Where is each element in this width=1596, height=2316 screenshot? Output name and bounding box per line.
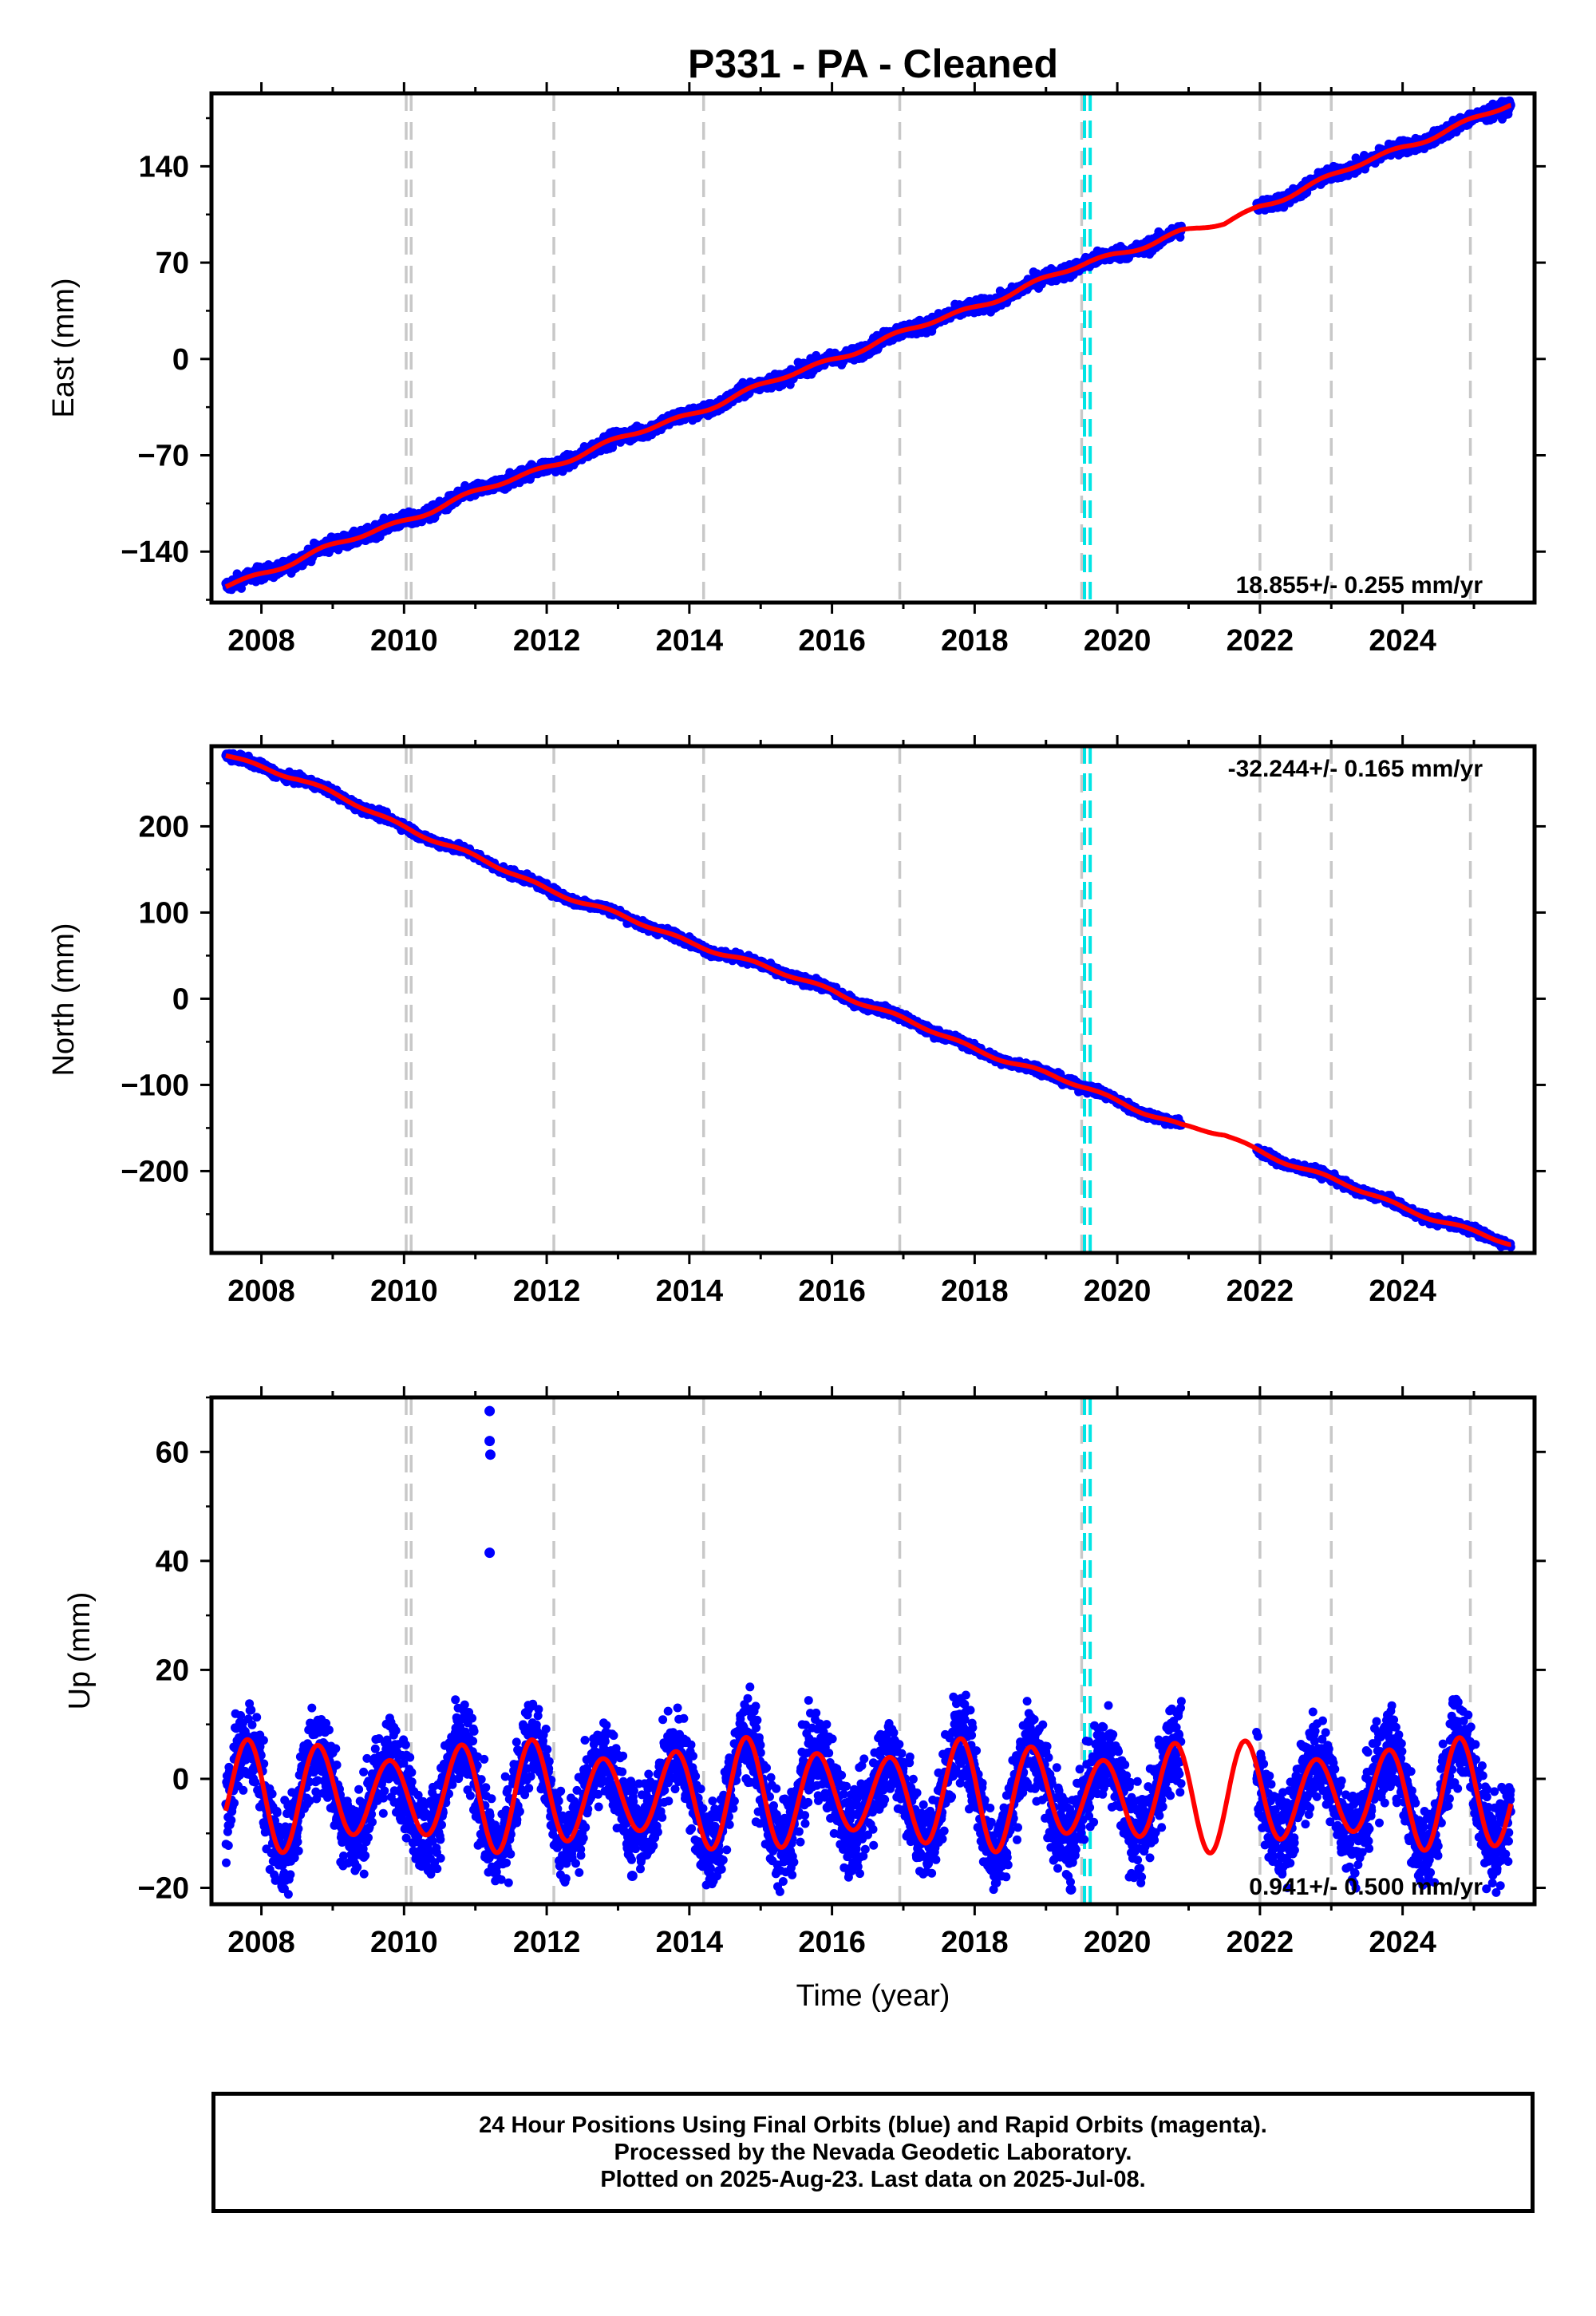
east-y-tick-label: 140 xyxy=(139,150,189,184)
east-frame xyxy=(209,91,1537,605)
east-model-fit-line xyxy=(224,103,1511,590)
east-x-tick-label: 2012 xyxy=(513,624,581,658)
east-rate-label: 18.855+/- 0.255 mm/yr xyxy=(1236,572,1483,599)
east-x-tick-label: 2022 xyxy=(1227,624,1294,658)
east-x-tick-label: 2024 xyxy=(1369,624,1436,658)
chart-title: P331 - PA - Cleaned xyxy=(688,41,1058,86)
east-x-tick-label: 2010 xyxy=(370,624,438,658)
east-x-tick-label: 2008 xyxy=(227,624,295,658)
east-y-tick-label: −140 xyxy=(120,536,189,569)
east-x-tick-label: 2014 xyxy=(656,624,724,658)
east-x-tick-label: 2020 xyxy=(1084,624,1152,658)
east-x-tick-label: 2016 xyxy=(798,624,866,658)
east-y-tick-label: 70 xyxy=(156,247,189,280)
north-data-points xyxy=(221,749,1515,1251)
east-y-axis-label: East (mm) xyxy=(47,278,81,417)
east-data-point xyxy=(237,583,246,593)
panel-east: −140 −70 0 70 140 2008 2010 2012 2014 2016 2018 202… xyxy=(47,82,1546,658)
east-y-tick-label: 0 xyxy=(172,343,189,377)
east-x-tick-label: 2018 xyxy=(941,624,1009,658)
north-plot-area xyxy=(221,746,1515,1253)
east-plot-area xyxy=(221,93,1515,603)
east-y-tick-label: −70 xyxy=(138,439,189,472)
